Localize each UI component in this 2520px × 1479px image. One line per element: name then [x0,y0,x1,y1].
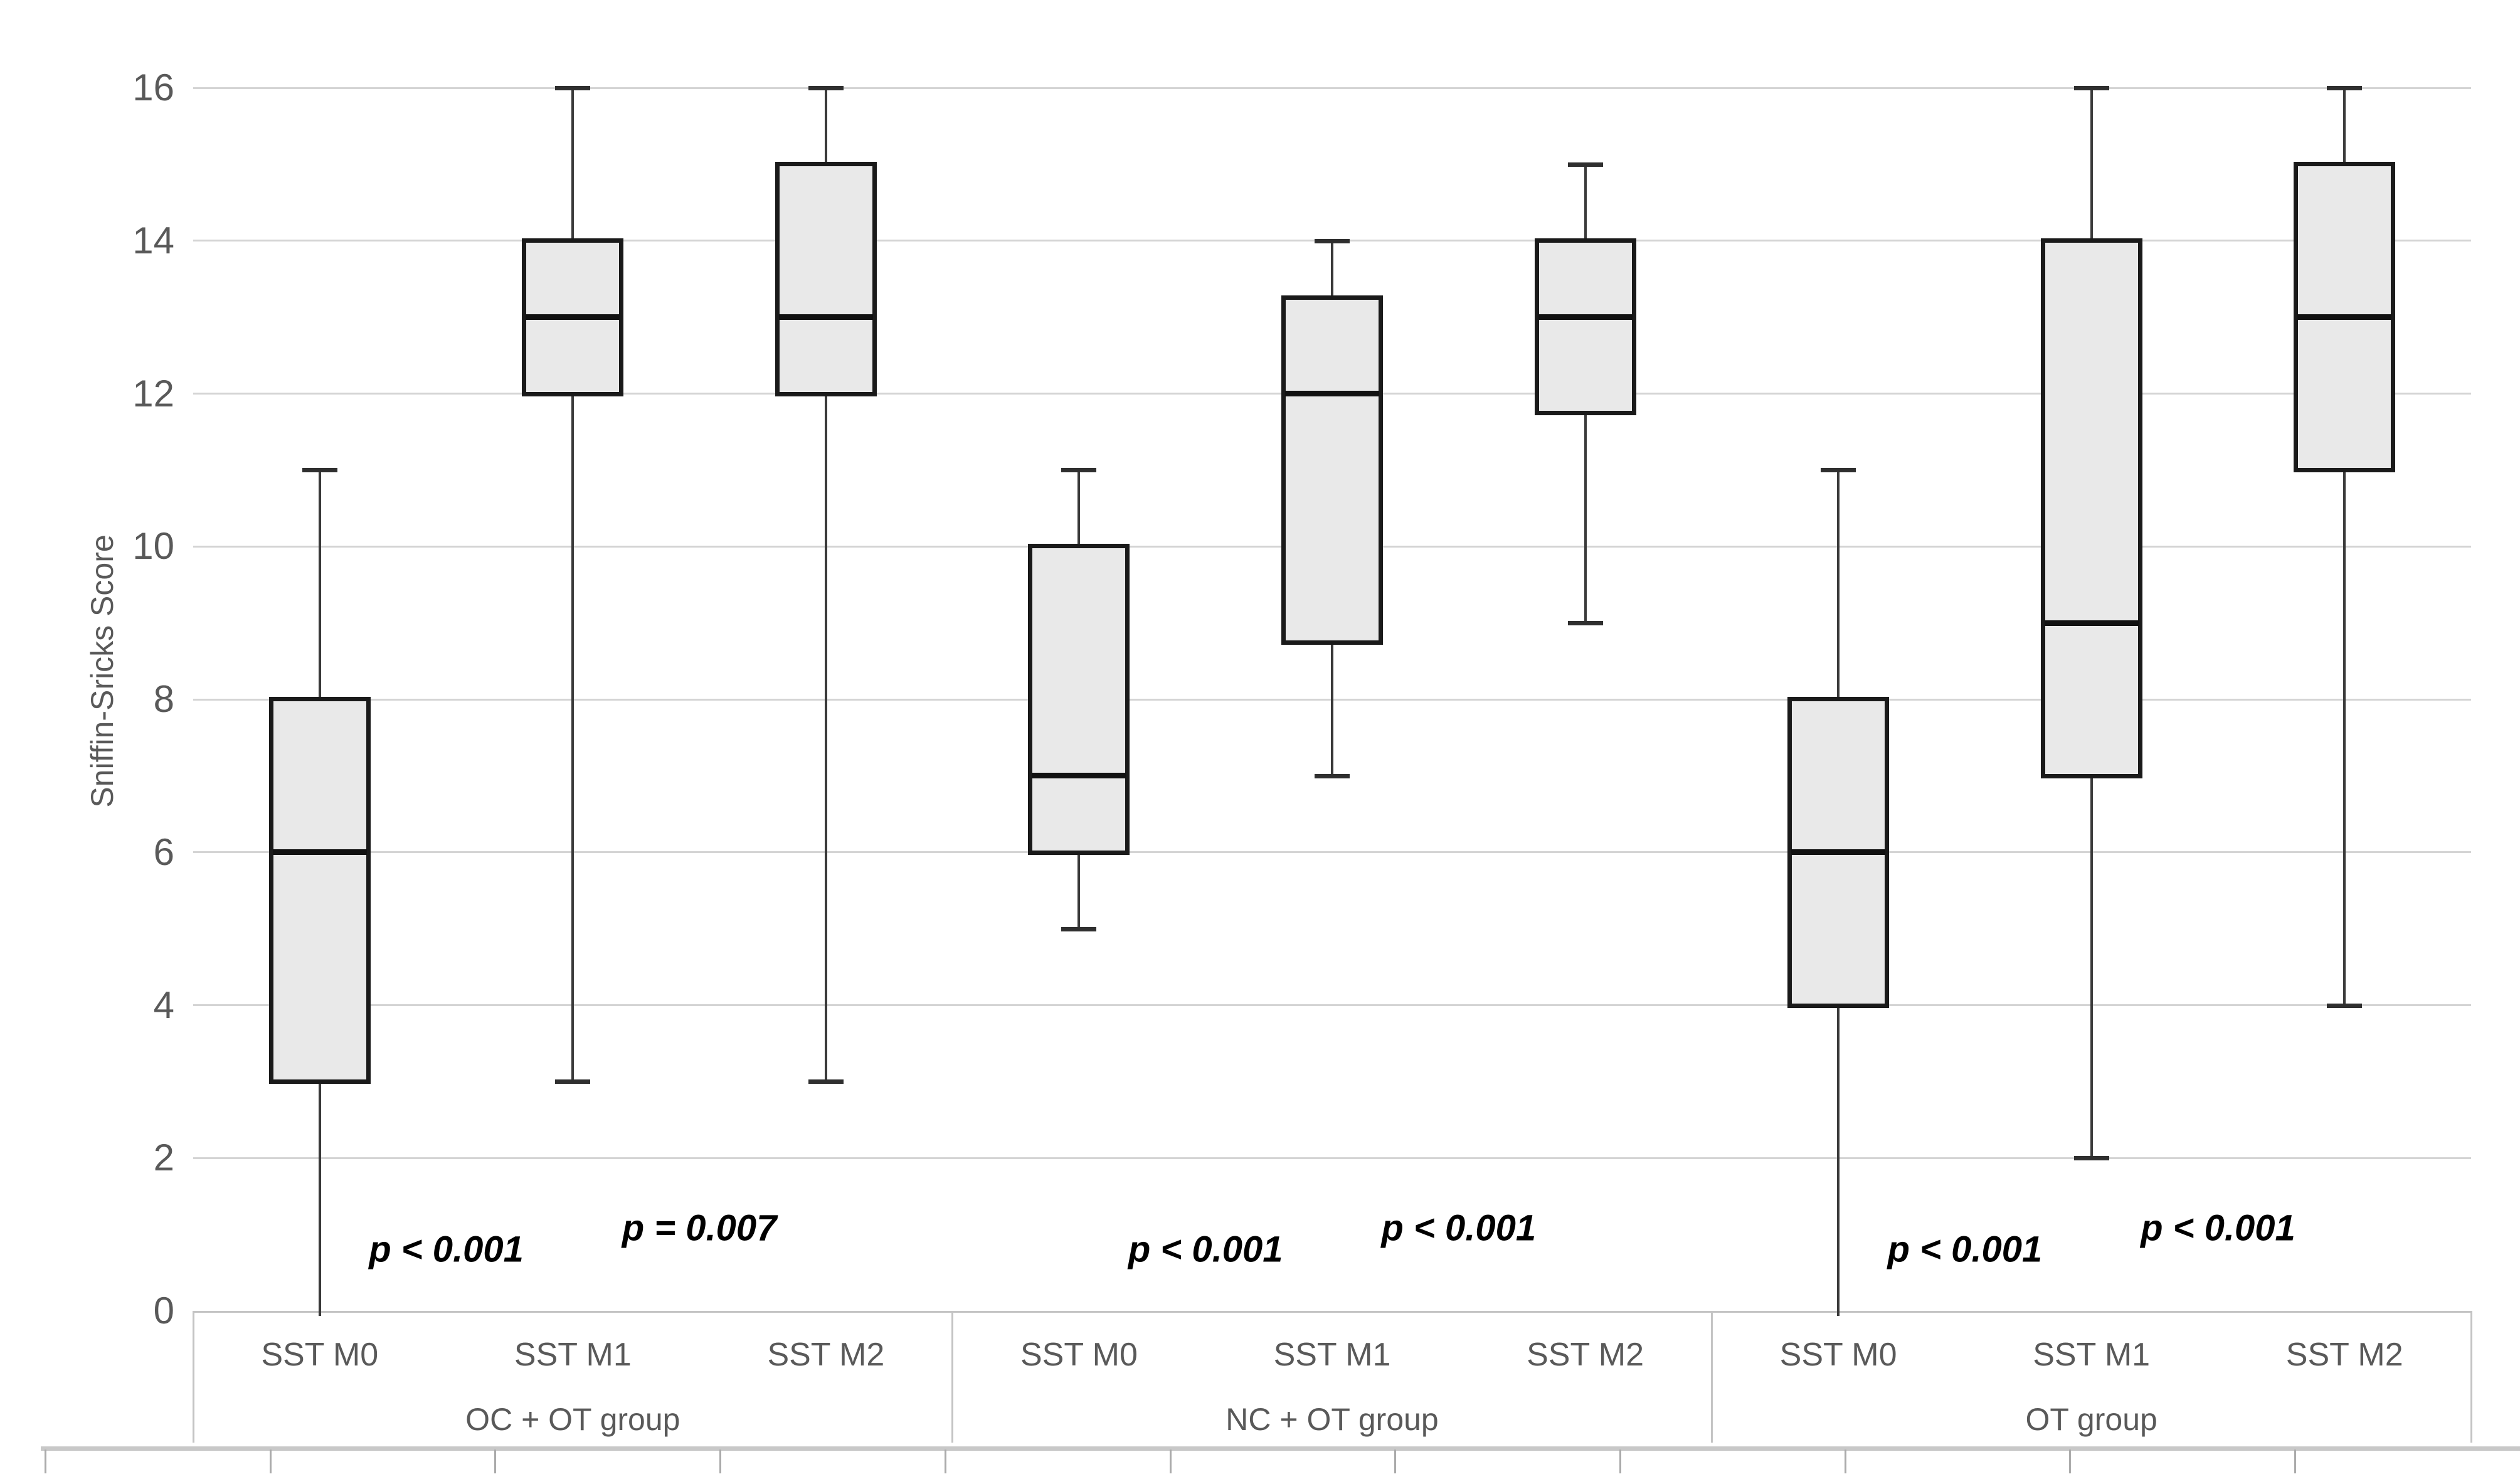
table-vertical-border-0 [192,1311,194,1443]
table-top-border [193,1311,2471,1313]
category-label-0-1: SST M1 [514,1337,632,1373]
y-tick-label-8: 8 [153,678,174,720]
box-OC+OTgroup-SSTM0-median [272,849,367,856]
box-OC+OTgroup-SSTM2-cap-high [808,86,844,90]
box-OTgroup-SSTM1-cap-high [2073,86,2109,90]
bottom-axis-tick-1 [269,1450,272,1473]
category-label-2-2: SST M2 [2285,1337,2403,1373]
y-tick-label-12: 12 [132,372,174,415]
bottom-axis-tick-2 [494,1450,497,1473]
table-vertical-border-1 [951,1311,954,1443]
y-tick-label-14: 14 [132,219,174,262]
category-label-0-0: SST M0 [261,1337,379,1373]
category-label-1-2: SST M2 [1527,1337,1644,1373]
bottom-axis-tick-3 [719,1450,722,1473]
bottom-axis-tick-6 [1394,1450,1397,1473]
bottom-axis-tick-10 [2294,1450,2296,1473]
box-NC+OTgroup-SSTM2-iqr [1534,238,1636,415]
box-OTgroup-SSTM1-median [2044,620,2139,626]
table-vertical-border-3 [2470,1311,2472,1443]
bottom-axis-tick-8 [1844,1450,1846,1473]
box-OC+OTgroup-SSTM0-cap-high [302,468,337,473]
box-NC+OTgroup-SSTM1-iqr [1281,295,1383,645]
box-OC+OTgroup-SSTM1-median [526,314,620,321]
bottom-axis-tick-4 [944,1450,946,1473]
box-OTgroup-SSTM1-cap-low [2073,1156,2109,1161]
table-vertical-border-2 [1710,1311,1713,1443]
box-NC+OTgroup-SSTM0-median [1032,773,1126,779]
box-NC+OTgroup-SSTM0-cap-low [1061,926,1097,931]
gridline-y16 [193,87,2471,89]
bottom-axis-tick-9 [2069,1450,2072,1473]
box-OTgroup-SSTM2-cap-low [2327,1003,2363,1008]
p-value-label-1-1: p < 0.001 [1381,1207,1537,1249]
box-OTgroup-SSTM2-median [2297,314,2392,321]
box-OC+OTgroup-SSTM2-median [778,314,873,321]
box-OC+OTgroup-SSTM2-cap-low [808,1079,844,1084]
p-value-label-0-0: p < 0.001 [369,1229,524,1270]
box-OTgroup-SSTM0-median [1791,849,1886,856]
box-OC+OTgroup-SSTM1-cap-low [555,1079,591,1084]
category-label-2-0: SST M0 [1779,1337,1897,1373]
box-NC+OTgroup-SSTM1-cap-low [1315,773,1350,778]
box-OC+OTgroup-SSTM2-whisker [824,88,827,1082]
y-tick-label-10: 10 [132,525,174,568]
bottom-axis-tick-5 [1169,1450,1172,1473]
p-value-label-0-1: p = 0.007 [622,1207,777,1249]
box-OTgroup-SSTM1-iqr [2040,238,2142,778]
box-OC+OTgroup-SSTM2-iqr [775,161,877,396]
box-NC+OTgroup-SSTM2-cap-low [1567,621,1603,626]
box-NC+OTgroup-SSTM1-cap-high [1315,238,1350,243]
group-label-2: OT group [2025,1402,2157,1437]
box-OC+OTgroup-SSTM1-cap-high [555,86,591,90]
group-label-0: OC + OT group [465,1402,680,1437]
box-OTgroup-SSTM2-whisker [2343,88,2346,1005]
p-value-label-2-0: p < 0.001 [1887,1229,2043,1270]
y-tick-label-0: 0 [153,1290,174,1332]
p-value-label-2-1: p < 0.001 [2141,1207,2295,1249]
y-tick-label-2: 2 [153,1137,174,1179]
box-NC+OTgroup-SSTM1-median [1285,391,1379,396]
box-NC+OTgroup-SSTM0-cap-high [1061,468,1097,473]
y-tick-label-4: 4 [153,983,174,1026]
category-label-1-1: SST M1 [1273,1337,1391,1373]
category-label-2-1: SST M1 [2033,1337,2151,1373]
y-axis-title: Sniffin-Sricks Score [85,534,120,808]
box-OC+OTgroup-SSTM0-iqr [268,697,371,1084]
box-NC+OTgroup-SSTM0-iqr [1028,544,1130,855]
bottom-axis-tick-7 [1619,1450,1621,1473]
box-OTgroup-SSTM2-cap-high [2327,86,2363,90]
bottom-axis-line [41,1446,2520,1451]
gridline-y2 [193,1157,2471,1159]
group-label-1: NC + OT group [1226,1402,1439,1437]
gridline-y6 [193,851,2471,854]
p-value-label-1-0: p < 0.001 [1128,1229,1283,1270]
box-NC+OTgroup-SSTM2-median [1538,314,1633,321]
y-tick-label-16: 16 [132,66,174,109]
gridline-y4 [193,1004,2471,1006]
box-OC+OTgroup-SSTM1-whisker [571,88,574,1082]
box-NC+OTgroup-SSTM2-cap-high [1567,162,1603,167]
bottom-axis-tick-0 [45,1450,46,1473]
category-label-0-2: SST M2 [767,1337,885,1373]
y-tick-label-6: 6 [153,830,174,873]
box-OTgroup-SSTM0-cap-high [1821,468,1856,473]
category-label-1-0: SST M0 [1020,1337,1138,1373]
